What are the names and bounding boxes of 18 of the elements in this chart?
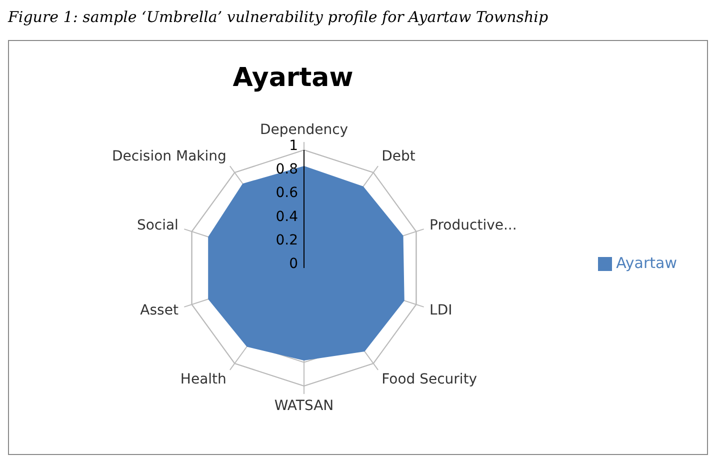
y-tick-label: 1 bbox=[289, 138, 298, 154]
legend-label: Ayartaw bbox=[616, 254, 677, 272]
spoke-label: Health bbox=[180, 372, 226, 388]
spoke-label: Food Security bbox=[382, 372, 478, 388]
spoke-label: Social bbox=[136, 217, 178, 234]
spoke-label: Productive... bbox=[430, 217, 517, 234]
y-tick-label: 0.2 bbox=[276, 232, 298, 248]
spoke-label: Debt bbox=[382, 148, 416, 164]
spoke-label: LDI bbox=[430, 302, 452, 319]
chart-title: Ayartaw bbox=[232, 63, 354, 93]
caption: Figure 1: sample ‘Umbrella’ vulnerability profile for Ayartaw Township bbox=[8, 8, 550, 26]
y-tick-label: 0.4 bbox=[276, 208, 298, 225]
spoke-label: Dependency bbox=[260, 122, 348, 138]
y-tick-label: 0 bbox=[289, 256, 298, 272]
spoke-label: Asset bbox=[140, 302, 179, 319]
y-tick-label: 0.6 bbox=[276, 185, 298, 202]
spoke-label: WATSAN bbox=[274, 398, 334, 414]
spoke-label: Decision Making bbox=[112, 148, 226, 164]
